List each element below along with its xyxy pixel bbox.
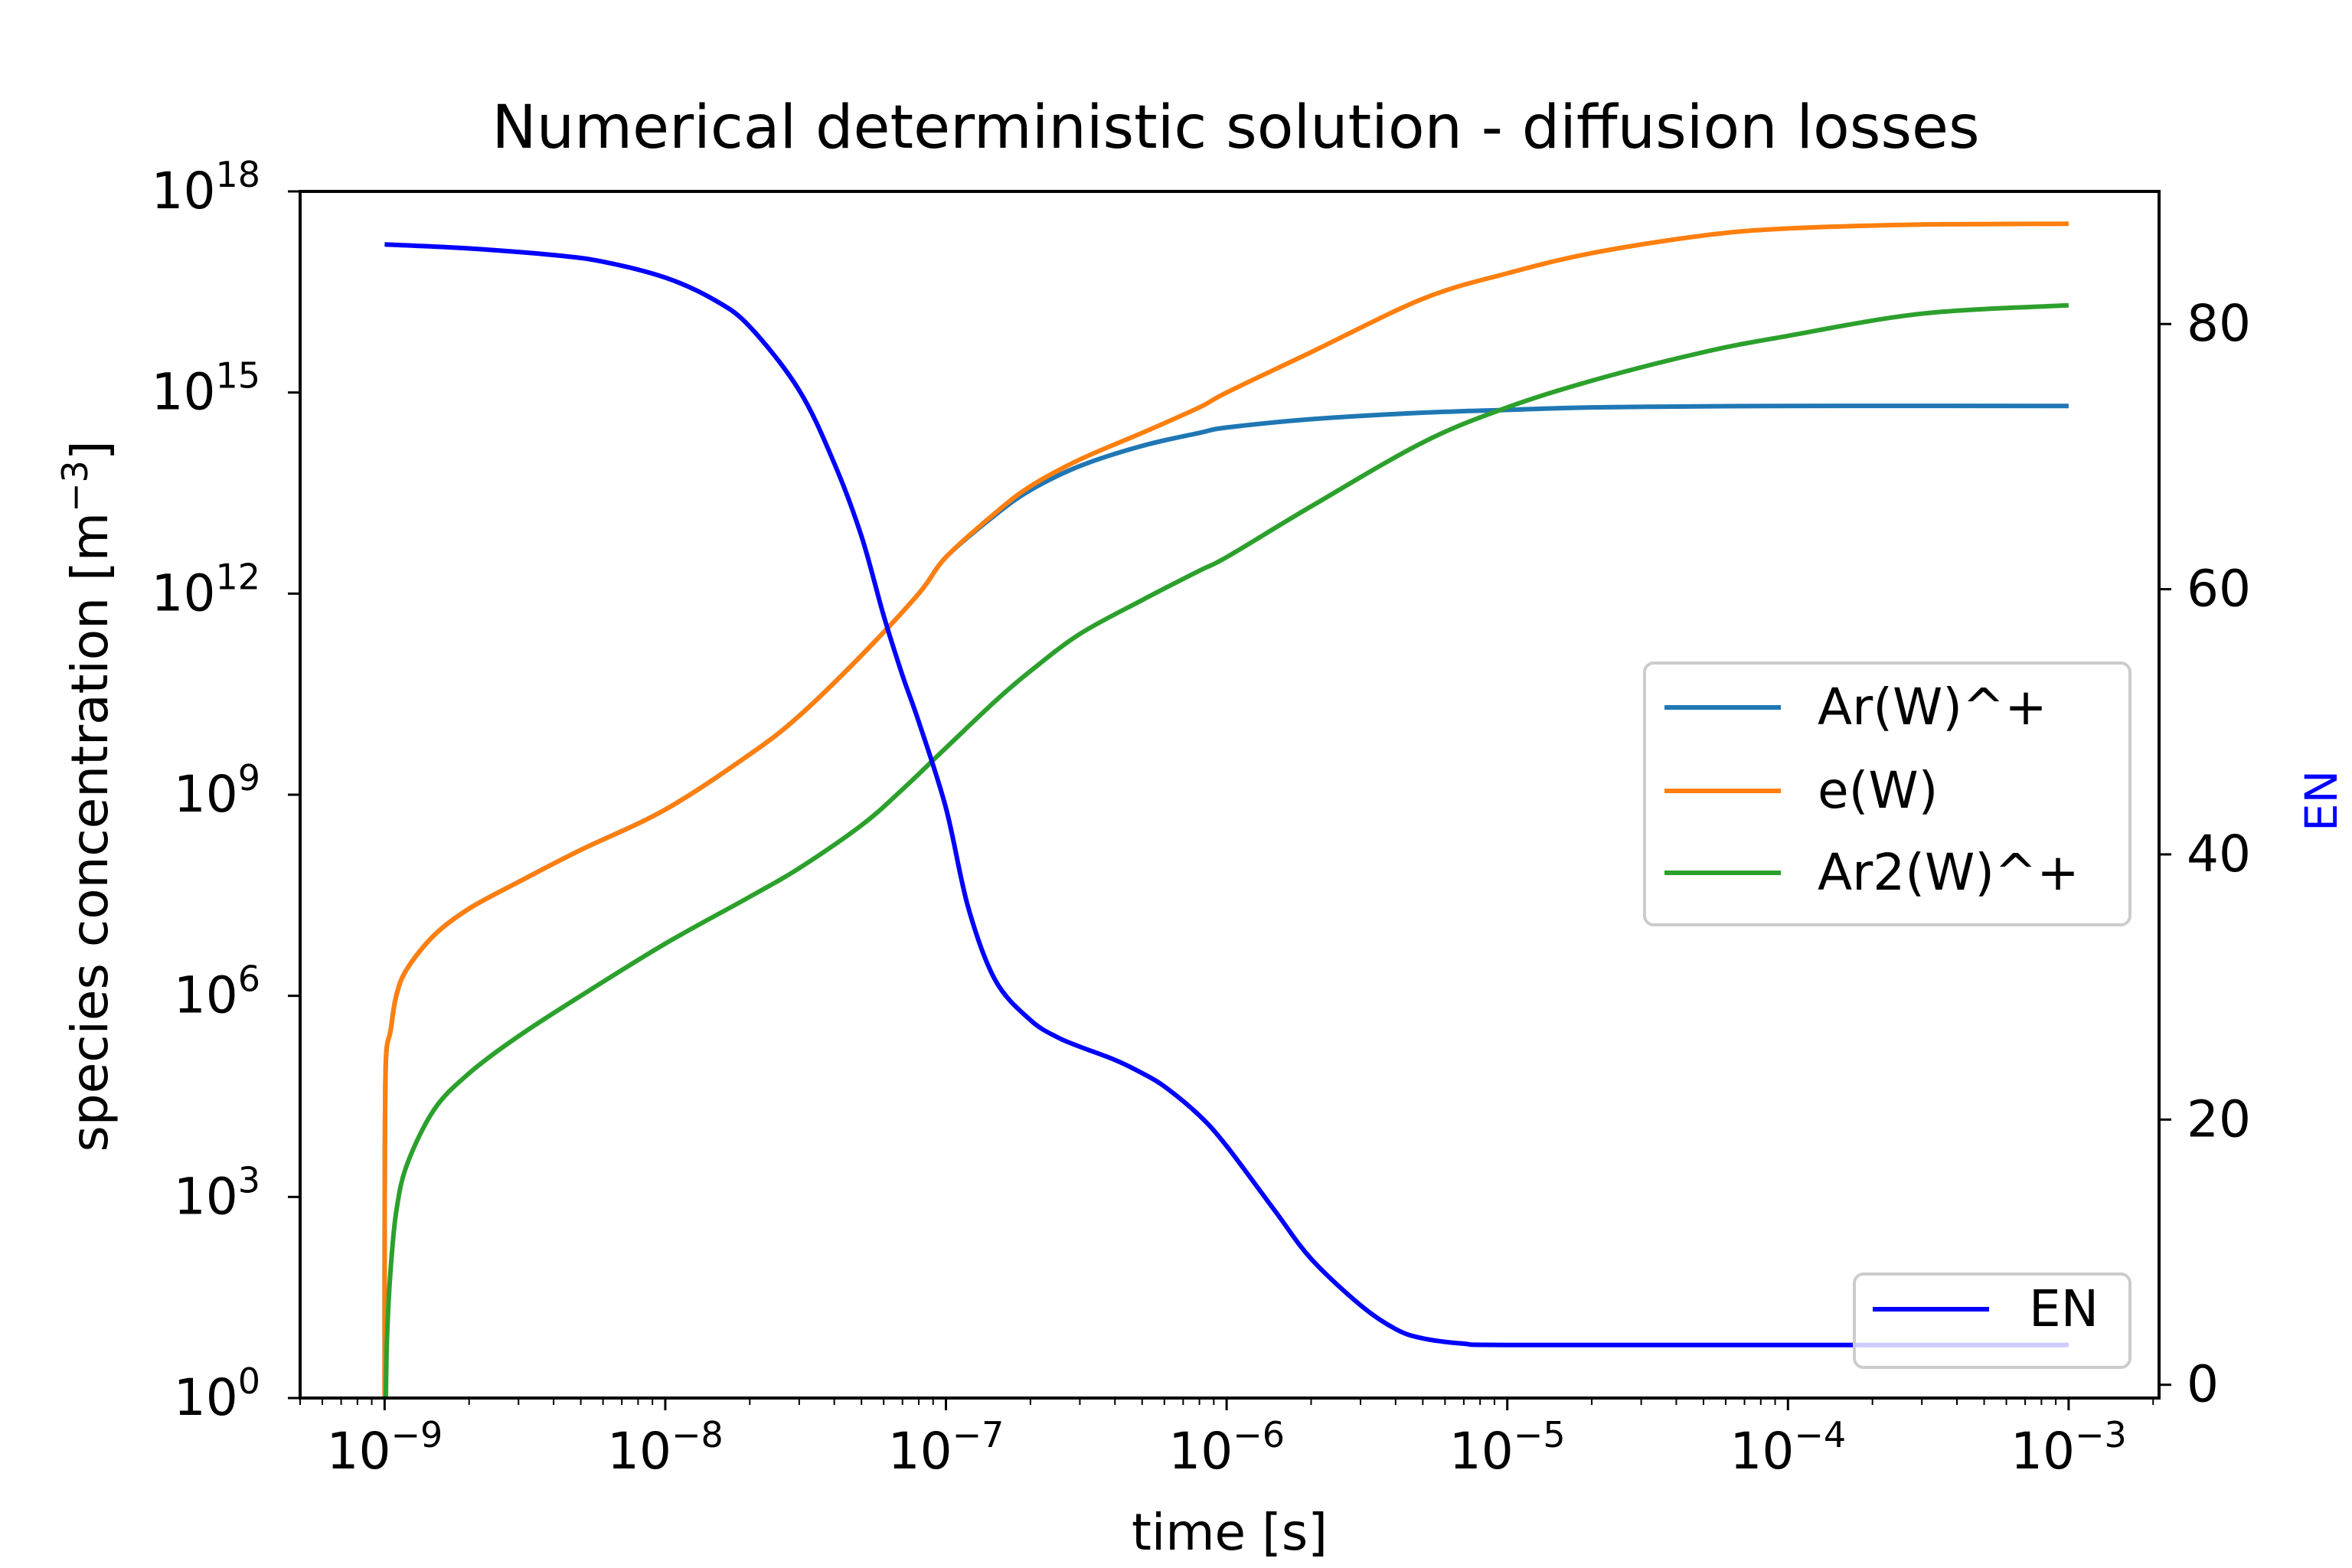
x-tick-label: 10−5 bbox=[1449, 1414, 1566, 1481]
legend-label-e-w: e(W) bbox=[1818, 761, 1938, 820]
y2-tick-label: 40 bbox=[2187, 825, 2251, 884]
x-tick-label: 10−4 bbox=[1730, 1414, 1846, 1481]
legend-en: EN bbox=[1853, 1272, 2132, 1369]
y-tick-label: 1012 bbox=[151, 556, 260, 622]
y-axis: 100 103 106 109 1012 1015 1018 bbox=[151, 154, 300, 1427]
series-line-en bbox=[384, 242, 2069, 1348]
legend-main-frame bbox=[1643, 662, 2132, 926]
y-tick-label: 103 bbox=[174, 1159, 260, 1226]
x-tick-label: 10−9 bbox=[326, 1414, 443, 1481]
x-axis: 10−9 10−8 10−7 10−6 10−5 10−4 10−3 bbox=[299, 1398, 2154, 1481]
y-tick-label: 100 bbox=[174, 1361, 260, 1427]
y2-tick-label: 60 bbox=[2187, 560, 2251, 619]
series-line-e-w bbox=[382, 221, 2069, 1399]
y2-tick-label: 0 bbox=[2187, 1355, 2219, 1414]
y2-axis-label: EN bbox=[2295, 770, 2347, 831]
series-line-ar2-w bbox=[383, 302, 2069, 1399]
x-tick-label: 10−7 bbox=[888, 1414, 1004, 1481]
y2-tick-label: 80 bbox=[2187, 294, 2251, 353]
y-axis-label-main: species concentration [m bbox=[60, 512, 119, 1152]
x-tick-label: 10−3 bbox=[2011, 1414, 2127, 1481]
y-tick-label: 1015 bbox=[151, 355, 260, 422]
x-axis-label: time [s] bbox=[1132, 1503, 1328, 1562]
legend-label-ar-w-plus: Ar(W)^+ bbox=[1818, 678, 2047, 737]
y-tick-label: 109 bbox=[174, 757, 260, 824]
legend-label-ar2-w-plus: Ar2(W)^+ bbox=[1818, 843, 2079, 902]
series-layer bbox=[382, 221, 2069, 1399]
y2-tick-label: 20 bbox=[2187, 1089, 2251, 1148]
legend-main: Ar(W)^+ e(W) Ar2(W)^+ bbox=[1643, 662, 2132, 926]
y-axis-label-exponent: −3 bbox=[54, 460, 96, 512]
x-tick-label: 10−6 bbox=[1168, 1414, 1285, 1481]
legend-label-en: EN bbox=[2029, 1279, 2099, 1338]
chart-title: Numerical deterministic solution - diffu… bbox=[492, 93, 1979, 162]
y-tick-label: 1018 bbox=[151, 154, 260, 220]
y-tick-label: 106 bbox=[174, 959, 260, 1025]
x-tick-label: 10−8 bbox=[607, 1414, 724, 1481]
y2-axis: 0 20 40 60 80 bbox=[2159, 294, 2251, 1414]
legend-en-frame bbox=[1853, 1272, 2132, 1369]
y-axis-label: species concentration [m−3] bbox=[54, 440, 119, 1152]
y-axis-label-tail: ] bbox=[60, 440, 119, 460]
